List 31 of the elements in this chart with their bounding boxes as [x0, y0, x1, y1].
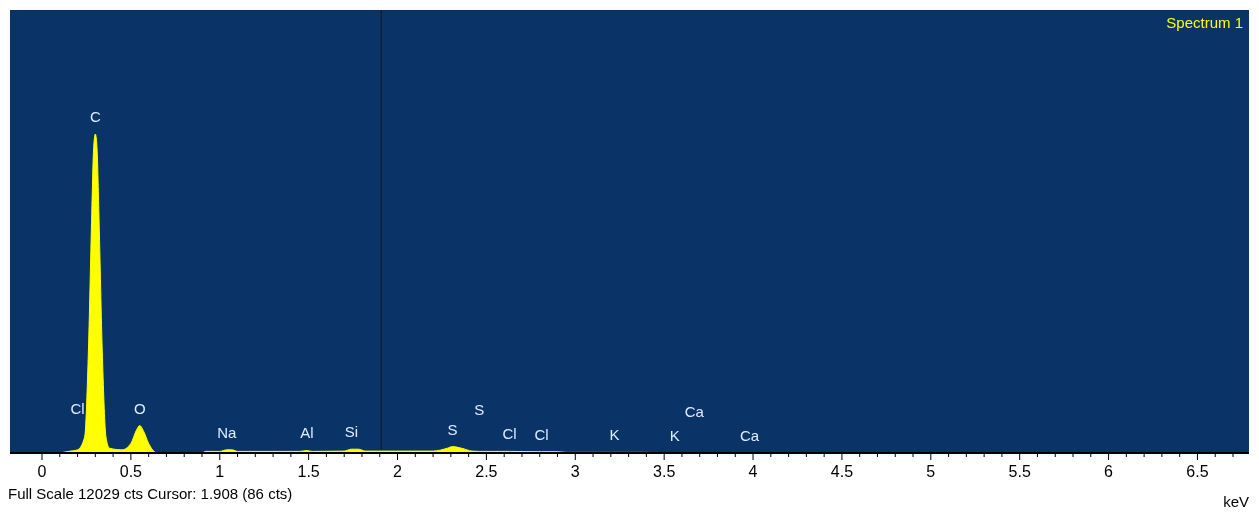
annotation: Cl [502, 425, 517, 443]
annotation: Al [300, 424, 314, 442]
x-tick-label: 0 [37, 463, 47, 480]
x-tick-label: 4.5 [830, 463, 854, 480]
x-tick-label: 1 [215, 463, 225, 480]
x-tick-label: 5.5 [1008, 463, 1031, 480]
x-tick-label: 4 [748, 463, 758, 480]
annotation: Si [344, 423, 358, 441]
annotation: C [89, 108, 101, 126]
text: Spectrum 1 [1166, 14, 1243, 31]
annotation: Ca [684, 402, 705, 420]
annotation: Cl [70, 399, 85, 417]
x-tick-label: 6.5 [1186, 463, 1209, 480]
annotation: K [669, 426, 680, 444]
annotation: O [133, 399, 146, 417]
x-tick-label: 3.5 [653, 463, 676, 480]
x-axis-title: keV [1223, 493, 1249, 510]
x-tick-label: 2 [393, 463, 403, 480]
x-tick-label: 6 [1104, 463, 1114, 480]
x-tick-label: 2.5 [475, 463, 498, 480]
text: Full Scale 12029 cts Cursor: 1.908 (86 cts) [8, 485, 293, 502]
x-tick-label: 5 [926, 463, 936, 480]
annotation: S [447, 420, 458, 438]
annotation: S [474, 401, 485, 419]
x-tick-label: 3 [570, 463, 580, 480]
annotation: Ca [739, 426, 760, 444]
annotation: Na [217, 423, 238, 441]
x-tick-label: 1.5 [297, 463, 320, 480]
annotation: Cl [534, 425, 549, 443]
x-tick-label: 0.5 [119, 463, 143, 480]
annotation: K [609, 426, 620, 444]
